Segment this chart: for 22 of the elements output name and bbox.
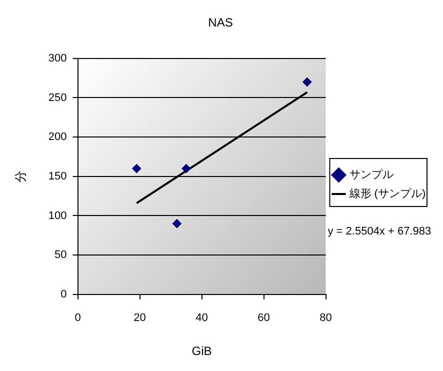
y-tick-label: 0	[60, 288, 67, 300]
y-tick-label: 250	[48, 92, 67, 104]
legend-label: 線形 (サンプル)	[348, 187, 426, 200]
x-tick-label: 20	[134, 312, 146, 324]
x-tick-label: 40	[196, 312, 208, 324]
x-tick-label: 60	[258, 312, 270, 324]
x-tick-label: 80	[320, 312, 332, 324]
y-tick-label: 200	[48, 131, 67, 144]
point	[132, 164, 142, 174]
point	[302, 78, 312, 86]
y-tick-label: 300	[48, 52, 67, 64]
text: y = 2.5504x + 67.983	[328, 226, 432, 238]
x-tick-label: 0	[74, 312, 81, 324]
point	[182, 164, 191, 174]
chart-title: NAS	[208, 16, 233, 30]
y-tick-label: 150	[48, 170, 67, 182]
x-axis-title: GiB	[192, 344, 212, 358]
legend-label: サンプル	[349, 168, 394, 182]
y-tick-label: 50	[54, 249, 67, 262]
point	[172, 219, 182, 228]
y-axis-title: 分	[14, 170, 28, 182]
y-tick-label: 100	[48, 210, 67, 222]
